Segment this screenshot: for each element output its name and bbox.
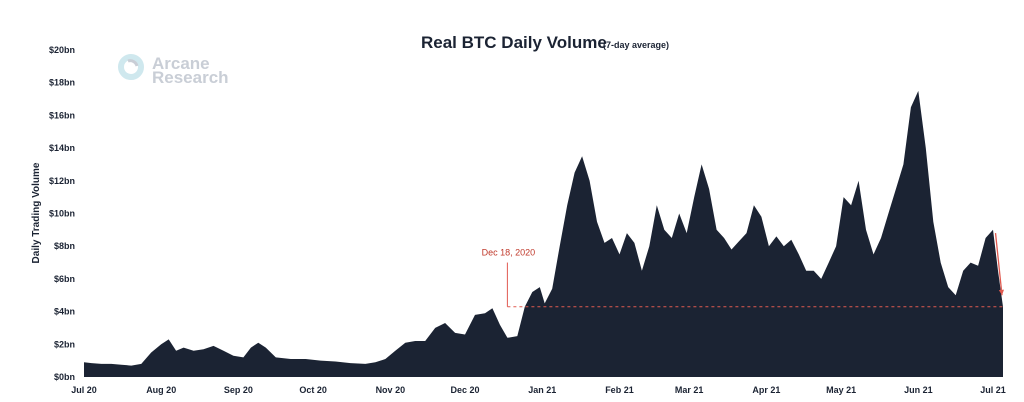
y-tick-label: $2bn: [54, 339, 75, 349]
y-tick-label: $0bn: [54, 372, 75, 382]
arcane-logo-icon: [118, 54, 144, 80]
y-tick-label: $20bn: [49, 45, 75, 55]
y-tick-label: $6bn: [54, 274, 75, 284]
trend-arrowhead: [998, 289, 1005, 296]
x-tick-label: Sep 20: [224, 385, 253, 395]
volume-area: [84, 90, 1003, 378]
y-axis: $0bn $2bn $4bn $6bn $8bn $10bn $12bn $14bn $16bn…: [49, 45, 75, 382]
x-tick-label: Apr 21: [752, 385, 780, 395]
y-tick-label: $4bn: [54, 307, 75, 317]
logo-line-2: Research: [152, 68, 229, 87]
logo-line-1: Arcane: [152, 54, 210, 73]
y-tick-label: $16bn: [49, 110, 75, 120]
x-tick-label: Jul 21: [980, 385, 1006, 395]
y-tick-label: $14bn: [49, 143, 75, 153]
y-tick-label: $12bn: [49, 176, 75, 186]
x-tick-label: Jun 21: [904, 385, 933, 395]
logo: Arcane Research: [118, 54, 229, 87]
y-axis-label: Daily Trading Volume: [31, 162, 42, 263]
x-tick-label: Jul 20: [71, 385, 97, 395]
chart-title: Real BTC Daily Volume (7-day average): [421, 33, 669, 52]
plot-area: [84, 90, 1003, 378]
y-tick-label: $8bn: [54, 241, 75, 251]
x-tick-label: Aug 20: [146, 385, 176, 395]
x-tick-label: Jan 21: [528, 385, 556, 395]
trend-arrow: [994, 233, 1003, 296]
chart-subtitle: (7-day average): [603, 40, 669, 50]
y-tick-label: $18bn: [49, 78, 75, 88]
x-tick-label: May 21: [826, 385, 856, 395]
reference-label: Dec 18, 2020: [482, 248, 536, 258]
x-tick-label: Dec 20: [451, 385, 480, 395]
x-tick-label: Mar 21: [675, 385, 704, 395]
x-tick-label: Oct 20: [299, 385, 327, 395]
chart-title-text: Real BTC Daily Volume: [421, 33, 607, 52]
x-tick-label: Feb 21: [605, 385, 634, 395]
y-tick-label: $10bn: [49, 209, 75, 219]
x-axis: Jul 20 Aug 20 Sep 20 Oct 20 Nov 20 Dec 20 Jan …: [71, 385, 1006, 395]
annotations: Dec 18, 2020: [482, 233, 1005, 308]
x-tick-label: Nov 20: [376, 385, 406, 395]
